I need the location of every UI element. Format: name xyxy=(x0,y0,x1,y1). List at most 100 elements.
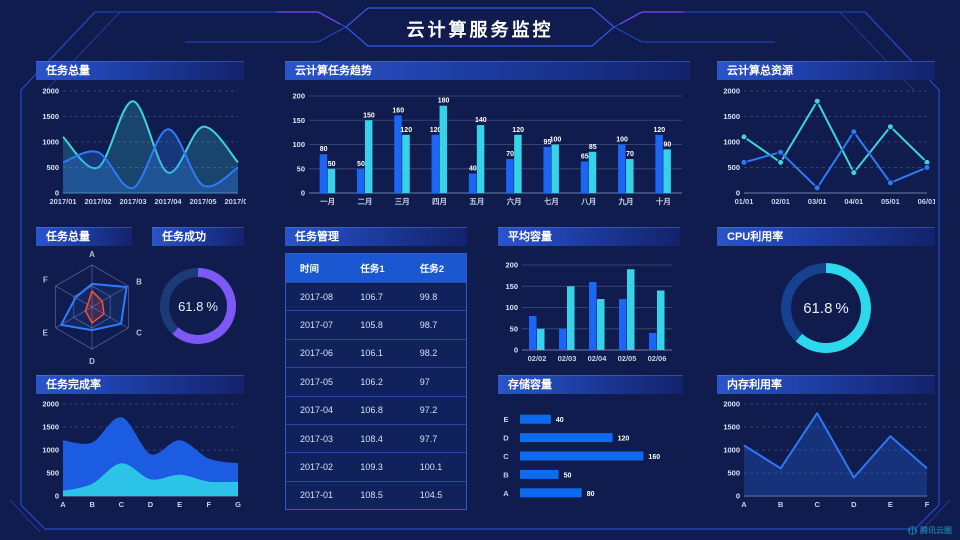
table-cell: 106.2 xyxy=(360,376,383,387)
svg-text:C: C xyxy=(136,329,142,338)
table-cell: 2017-01 xyxy=(300,490,334,501)
panel-header-task-success: 任务成功 xyxy=(152,227,244,246)
panel-task-completion: 任务完成率 xyxy=(36,375,244,394)
svg-text:三月: 三月 xyxy=(395,197,410,206)
table-cell: 2017-06 xyxy=(300,348,334,359)
svg-text:50: 50 xyxy=(357,161,365,168)
svg-text:06/01: 06/01 xyxy=(918,197,935,206)
svg-text:100: 100 xyxy=(550,137,562,144)
svg-text:02/06: 02/06 xyxy=(648,354,667,363)
svg-text:02/01: 02/01 xyxy=(771,197,790,206)
table-cell: 2017-04 xyxy=(300,405,334,416)
svg-text:2017/03: 2017/03 xyxy=(119,197,146,206)
task-success-gauge[interactable]: 61.8 % xyxy=(160,268,236,344)
svg-text:2017/06: 2017/06 xyxy=(224,197,246,206)
gauge-percent: 61.8 xyxy=(178,298,204,314)
table-cell: 97.7 xyxy=(419,433,438,444)
svg-text:500: 500 xyxy=(46,163,59,172)
table-row: 2017-06 106.1 98.2 xyxy=(286,338,466,368)
svg-text:0: 0 xyxy=(301,189,305,198)
svg-text:F: F xyxy=(925,500,930,509)
panel-title: 存储容量 xyxy=(508,379,552,391)
svg-text:1000: 1000 xyxy=(723,446,740,455)
svg-text:2000: 2000 xyxy=(42,400,59,409)
panel-header-task-completion: 任务完成率 xyxy=(36,375,244,394)
svg-text:70: 70 xyxy=(506,151,514,158)
table-row: 2017-04 106.8 97.2 xyxy=(286,395,466,424)
memory-usage-line-chart[interactable]: 0 500 1000 1500 2000 A B C D E F xyxy=(717,396,935,510)
cpu-usage-gauge[interactable]: 61.8 % xyxy=(781,263,871,353)
svg-text:40: 40 xyxy=(469,166,477,173)
task-completion-area-chart[interactable]: 0 500 1000 1500 2000 A B C D E F G xyxy=(36,396,246,510)
panel-header-avg-capacity: 平均容量 xyxy=(498,227,680,246)
svg-text:02/03: 02/03 xyxy=(558,354,577,363)
panel-header-task-total-radar: 任务总量 xyxy=(36,227,132,246)
svg-text:七月: 七月 xyxy=(544,196,559,206)
svg-text:80: 80 xyxy=(320,146,328,153)
panel-header-task-total-line: 任务总量 xyxy=(36,61,244,80)
svg-text:150: 150 xyxy=(292,116,305,125)
svg-text:一月: 一月 xyxy=(320,197,335,206)
svg-text:1000: 1000 xyxy=(723,138,740,147)
svg-text:02/04: 02/04 xyxy=(588,354,608,363)
table-header-row: 时间 任务1 任务2 xyxy=(286,254,466,282)
logo-text: 腾讯云图 xyxy=(920,526,952,535)
svg-text:D: D xyxy=(851,500,857,509)
svg-text:500: 500 xyxy=(46,469,59,478)
svg-text:二月: 二月 xyxy=(357,197,372,206)
task-total-radar-chart[interactable]: A B C D E F xyxy=(28,247,156,365)
svg-text:A: A xyxy=(89,250,95,259)
svg-text:F: F xyxy=(43,276,48,285)
svg-text:85: 85 xyxy=(589,144,597,151)
svg-text:50: 50 xyxy=(297,164,305,173)
table-cell: 98.7 xyxy=(419,320,438,331)
svg-text:90: 90 xyxy=(663,141,671,148)
svg-text:160: 160 xyxy=(392,107,404,114)
svg-text:D: D xyxy=(503,434,509,443)
panel-title: 云计算总资源 xyxy=(727,65,793,77)
svg-text:02/05: 02/05 xyxy=(618,354,637,363)
table-cell: 2017-08 xyxy=(300,291,334,302)
svg-text:40: 40 xyxy=(556,417,564,424)
svg-text:B: B xyxy=(778,500,784,509)
svg-text:D: D xyxy=(148,500,154,509)
svg-text:200: 200 xyxy=(292,92,305,101)
svg-text:C: C xyxy=(503,452,509,461)
table-cell: 100.1 xyxy=(419,461,443,472)
table-row: 2017-08 106.7 99.8 xyxy=(286,282,466,311)
svg-text:G: G xyxy=(235,500,241,509)
svg-text:C: C xyxy=(119,500,125,509)
task-trend-bar-chart[interactable]: 0 50 100 150 200 一月 二月 三月 四月 五月 六月 七月 八月 九月 十月 80 50 160 1… xyxy=(285,83,690,207)
panel-title: 云计算任务趋势 xyxy=(295,65,372,77)
panel-avg-capacity: 平均容量 xyxy=(498,227,680,246)
svg-text:500: 500 xyxy=(727,469,740,478)
panel-title: 任务完成率 xyxy=(46,379,101,391)
svg-text:2000: 2000 xyxy=(42,87,59,96)
svg-text:150: 150 xyxy=(363,112,375,119)
column-header: 时间 xyxy=(300,264,320,275)
table-cell: 2017-02 xyxy=(300,461,334,472)
table-cell: 99.8 xyxy=(419,291,438,302)
storage-capacity-hbar-chart[interactable]: E 40 D 120 C 160 B 50 A 80 xyxy=(498,398,685,510)
svg-text:B: B xyxy=(136,278,142,287)
svg-text:100: 100 xyxy=(292,140,305,149)
panel-memory-usage: 内存利用率 xyxy=(717,375,935,394)
table-cell: 106.1 xyxy=(360,348,383,359)
table-row: 2017-01 108.5 104.5 xyxy=(286,480,466,509)
table-cell: 108.5 xyxy=(360,490,383,501)
table-cell: 105.8 xyxy=(360,320,383,331)
svg-text:B: B xyxy=(89,500,95,509)
panel-header-memory-usage: 内存利用率 xyxy=(717,375,935,394)
table-row: 2017-03 108.4 97.7 xyxy=(286,423,466,453)
svg-text:120: 120 xyxy=(512,127,524,134)
svg-text:80: 80 xyxy=(587,491,595,498)
cpu-usage-gauge-wrap: 61.8 % xyxy=(717,250,935,364)
avg-capacity-bar-chart[interactable]: 0 50 100 150 200 02/02 02/03 02/04 02/05 02/06 xyxy=(498,252,680,364)
svg-text:2017/05: 2017/05 xyxy=(189,197,216,206)
svg-text:C: C xyxy=(814,500,820,509)
svg-text:2000: 2000 xyxy=(723,400,740,409)
table-cell: 2017-03 xyxy=(300,433,334,444)
